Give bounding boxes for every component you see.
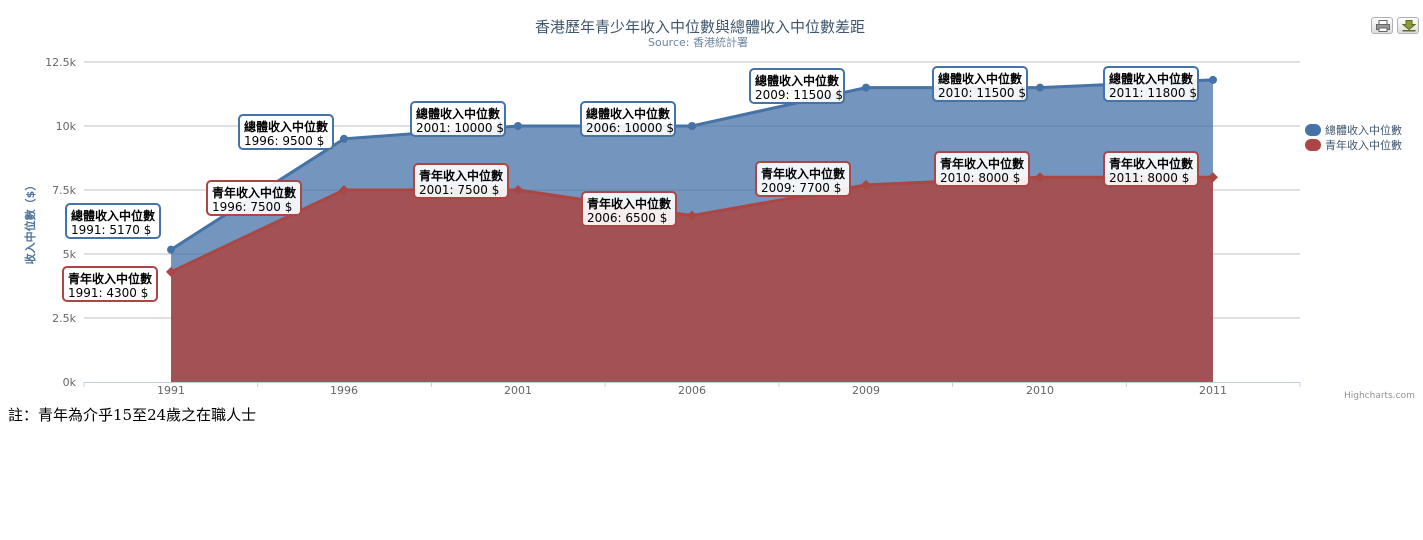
point-youth[interactable] [339, 185, 349, 195]
data-label-overall-title: 總體收入中位數 [586, 106, 670, 121]
download-button[interactable] [1397, 17, 1419, 34]
data-label-youth-value: 1996: 7500 $ [212, 200, 292, 214]
legend-label-overall: 總體收入中位數 [1325, 124, 1402, 137]
data-label-overall-value: 1991: 5170 $ [71, 223, 151, 237]
data-label-youth-title: 青年收入中位數 [212, 185, 296, 200]
y-tick-label: 5k [63, 248, 77, 261]
x-tick-label: 2009 [852, 384, 880, 397]
x-tick-label: 2010 [1026, 384, 1054, 397]
point-overall[interactable] [688, 122, 696, 130]
data-label-overall-value: 1996: 9500 $ [244, 134, 324, 148]
y-tick-label: 0k [63, 376, 77, 389]
point-overall[interactable] [1036, 83, 1044, 92]
legend-item-youth[interactable]: 青年收入中位數 [1305, 137, 1402, 153]
data-label-overall-box [238, 114, 334, 150]
data-label-youth-box [62, 266, 158, 302]
data-label-overall-box [410, 101, 506, 137]
printer-icon [1376, 20, 1390, 32]
area-youth [171, 177, 1213, 382]
data-label-youth-box [206, 180, 302, 216]
footnote: 註：青年為介乎15至24歲之在職人士 [8, 406, 257, 424]
x-tick-label: 2011 [1199, 384, 1227, 397]
data-label-overall-title: 總體收入中位數 [244, 119, 328, 134]
legend-item-overall[interactable]: 總體收入中位數 [1305, 122, 1402, 138]
point-overall[interactable] [167, 245, 175, 254]
data-label-youth-value: 2006: 6500 $ [587, 211, 667, 225]
print-button[interactable] [1371, 17, 1393, 34]
data-label-overall-value: 2011: 11800 $ [1109, 86, 1197, 100]
data-label-youth-box [413, 163, 509, 199]
x-tick-label: 2006 [678, 384, 706, 397]
data-label-overall-title: 總體收入中位數 [416, 106, 500, 121]
data-label-youth-title: 青年收入中位數 [68, 271, 152, 286]
point-youth[interactable] [513, 185, 523, 195]
data-label-overall-box [1103, 66, 1199, 102]
data-label-youth-box [581, 191, 677, 227]
chart-subtitle: Source: 香港統計署 [648, 35, 748, 49]
point-youth[interactable] [1208, 172, 1218, 183]
legend-swatch-youth [1305, 139, 1321, 151]
data-label-youth-value: 2001: 7500 $ [419, 183, 499, 197]
credits-link[interactable]: Highcharts.com [1344, 391, 1415, 401]
data-label-youth-box [934, 151, 1030, 187]
y-tick-label: 7.5k [52, 184, 76, 197]
data-label-youth-title: 青年收入中位數 [761, 166, 845, 181]
data-label-overall-box [65, 203, 161, 239]
point-overall[interactable] [862, 83, 870, 92]
y-axis-title: 收入中位數（$） [23, 180, 37, 265]
y-tick-label: 10k [56, 120, 77, 133]
data-label-overall-value: 2001: 10000 $ [416, 121, 504, 135]
data-label-youth-box [1103, 151, 1199, 187]
point-youth[interactable] [861, 179, 871, 190]
legend-label-youth: 青年收入中位數 [1325, 139, 1402, 152]
data-label-youth-box [755, 161, 851, 197]
data-label-overall-title: 總體收入中位數 [71, 208, 155, 223]
y-tick-label: 2.5k [52, 312, 76, 325]
data-label-overall-box [580, 101, 676, 137]
data-label-youth-title: 青年收入中位數 [1109, 156, 1193, 171]
data-label-youth-title: 青年收入中位數 [940, 156, 1024, 171]
data-label-overall-value: 2006: 10000 $ [586, 121, 674, 135]
data-label-youth-value: 2011: 8000 $ [1109, 171, 1189, 185]
data-label-overall-value: 2010: 11500 $ [938, 86, 1026, 100]
y-tick-label: 12.5k [45, 56, 76, 69]
point-overall[interactable] [1209, 75, 1217, 84]
data-label-youth-value: 2010: 8000 $ [940, 171, 1020, 185]
data-label-youth-title: 青年收入中位數 [587, 196, 671, 211]
data-label-youth-title: 青年收入中位數 [419, 168, 503, 183]
point-youth[interactable] [687, 210, 697, 221]
point-overall[interactable] [514, 122, 522, 130]
chart-container: 香港歷年青少年收入中位數與總體收入中位數差距 Source: 香港統計署 0k 2.5… [23, 17, 1419, 401]
data-label-overall-value: 2009: 11500 $ [755, 88, 843, 102]
data-label-overall-title: 總體收入中位數 [1109, 71, 1193, 86]
point-youth[interactable] [166, 266, 176, 277]
x-tick-label: 1991 [157, 384, 185, 397]
data-label-overall-title: 總體收入中位數 [938, 71, 1022, 86]
chart-title: 香港歷年青少年收入中位數與總體收入中位數差距 [535, 18, 865, 36]
data-label-overall-box [932, 66, 1028, 102]
download-icon [1402, 20, 1416, 32]
legend-swatch-overall [1305, 124, 1321, 136]
data-label-youth-value: 2009: 7700 $ [761, 181, 841, 195]
point-overall[interactable] [340, 134, 348, 143]
data-label-overall-title: 總體收入中位數 [755, 73, 839, 88]
x-tick-label: 2001 [504, 384, 532, 397]
data-label-overall-box [749, 68, 845, 104]
data-label-youth-value: 1991: 4300 $ [68, 286, 148, 300]
point-youth[interactable] [1035, 172, 1045, 183]
x-tick-label: 1996 [330, 384, 358, 397]
